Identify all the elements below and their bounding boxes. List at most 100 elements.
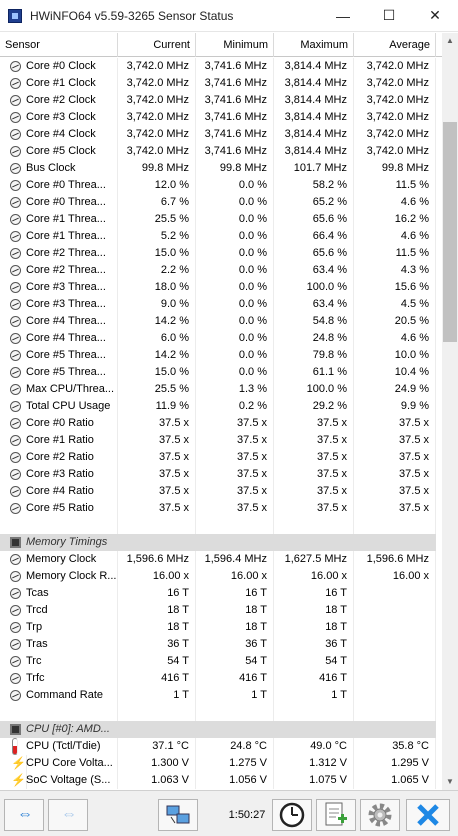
column-maximum[interactable]: Maximum: [274, 33, 354, 57]
scroll-up-arrow-icon[interactable]: ▲: [446, 36, 454, 45]
navigate-arrows-button[interactable]: ⇔: [4, 799, 44, 831]
sensor-row[interactable]: Core #1 Ratio 37.5 x 37.5 x 37.5 x 37.5 x: [0, 432, 436, 449]
group-cpu[interactable]: CPU [#0]: AMD...: [0, 721, 436, 738]
group-memory-timings[interactable]: Memory Timings: [0, 534, 436, 551]
sensor-row[interactable]: Trcd 18 T 18 T 18 T: [0, 602, 436, 619]
minimum-value: 3,741.6 MHz: [196, 126, 274, 143]
current-value: 54 T: [118, 653, 196, 670]
sensor-name: Total CPU Usage: [0, 398, 118, 415]
sensor-row[interactable]: Core #2 Threa... 15.0 % 0.0 % 65.6 % 11.5 %: [0, 245, 436, 262]
close-x-icon: [417, 804, 439, 826]
sensor-row[interactable]: Core #0 Threa... 6.7 % 0.0 % 65.2 % 4.6 %: [0, 194, 436, 211]
sensor-row[interactable]: Core #2 Threa... 2.2 % 0.0 % 63.4 % 4.3 %: [0, 262, 436, 279]
sensor-row[interactable]: Core #1 Threa... 5.2 % 0.0 % 66.4 % 4.6 %: [0, 228, 436, 245]
sensor-row[interactable]: Core #3 Threa... 18.0 % 0.0 % 100.0 % 15.6 %: [0, 279, 436, 296]
sensor-row[interactable]: Core #4 Threa... 6.0 % 0.0 % 24.8 % 4.6 %: [0, 330, 436, 347]
close-sensors-button[interactable]: [406, 799, 450, 831]
sensor-grid[interactable]: Sensor Current Minimum Maximum Average C…: [0, 33, 442, 790]
sensor-row[interactable]: Max CPU/Threa... 25.5 % 1.3 % 100.0 % 24.9 %: [0, 381, 436, 398]
sensor-name: Core #4 Ratio: [0, 483, 118, 500]
sensor-row[interactable]: Memory Clock 1,596.6 MHz 1,596.4 MHz 1,627.…: [0, 551, 436, 568]
sensor-row[interactable]: Core #5 Threa... 14.2 % 0.0 % 79.8 % 10.0 %: [0, 347, 436, 364]
sensor-row[interactable]: Tras 36 T 36 T 36 T: [0, 636, 436, 653]
column-current[interactable]: Current: [118, 33, 196, 57]
maximum-value: 16.00 x: [274, 568, 354, 585]
minimum-value: 18 T: [196, 619, 274, 636]
column-sensor[interactable]: Sensor: [0, 33, 118, 57]
sensor-row[interactable]: Core #1 Clock 3,742.0 MHz 3,741.6 MHz 3,814…: [0, 75, 436, 92]
current-value: 2.2 %: [118, 262, 196, 279]
chip-icon: [10, 724, 21, 735]
gauge-icon: [10, 503, 21, 514]
minimum-value: 0.2 %: [196, 398, 274, 415]
sensor-row[interactable]: Core #5 Ratio 37.5 x 37.5 x 37.5 x 37.5 x: [0, 500, 436, 517]
average-value: 1,596.6 MHz: [354, 551, 436, 568]
average-value: 3,742.0 MHz: [354, 109, 436, 126]
column-minimum[interactable]: Minimum: [196, 33, 274, 57]
average-value: [354, 602, 436, 619]
average-value: 99.8 MHz: [354, 160, 436, 177]
sensor-row[interactable]: Core #3 Clock 3,742.0 MHz 3,741.6 MHz 3,814…: [0, 109, 436, 126]
average-value: 4.6 %: [354, 330, 436, 347]
sensor-row[interactable]: Core #0 Clock 3,742.0 MHz 3,741.6 MHz 3,814…: [0, 58, 436, 75]
sensor-row[interactable]: Core #2 Clock 3,742.0 MHz 3,741.6 MHz 3,814…: [0, 92, 436, 109]
sensor-row[interactable]: Memory Clock R... 16.00 x 16.00 x 16.00 x 16…: [0, 568, 436, 585]
group-title: CPU [#0]: AMD...: [26, 723, 110, 735]
sensor-row[interactable]: Core #4 Threa... 14.2 % 0.0 % 54.8 % 20.5 %: [0, 313, 436, 330]
gauge-icon: [10, 418, 21, 429]
gauge-icon: [10, 452, 21, 463]
sensor-row[interactable]: Core #5 Clock 3,742.0 MHz 3,741.6 MHz 3,814…: [0, 143, 436, 160]
sensor-row[interactable]: Core #4 Ratio 37.5 x 37.5 x 37.5 x 37.5 x: [0, 483, 436, 500]
clock-button[interactable]: [272, 799, 312, 831]
sensor-row[interactable]: Core #0 Threa... 12.0 % 0.0 % 58.2 % 11.5 %: [0, 177, 436, 194]
sensor-row[interactable]: Tcas 16 T 16 T 16 T: [0, 585, 436, 602]
gauge-icon: [10, 554, 21, 565]
gauge-icon: [10, 486, 21, 497]
average-value: 37.5 x: [354, 449, 436, 466]
sensor-row[interactable]: CPU (Tctl/Tdie) 37.1 °C 24.8 °C 49.0 °C 35.8…: [0, 738, 436, 755]
current-value: 416 T: [118, 670, 196, 687]
settings-button[interactable]: [360, 799, 400, 831]
sensor-row[interactable]: Trp 18 T 18 T 18 T: [0, 619, 436, 636]
minimum-value: 0.0 %: [196, 330, 274, 347]
average-value: [354, 687, 436, 704]
sensor-row[interactable]: Bus Clock 99.8 MHz 99.8 MHz 101.7 MHz 99.8 M…: [0, 160, 436, 177]
sensor-row[interactable]: Trc 54 T 54 T 54 T: [0, 653, 436, 670]
current-value: 37.5 x: [118, 449, 196, 466]
current-value: 3,742.0 MHz: [118, 92, 196, 109]
column-average[interactable]: Average: [354, 33, 436, 57]
sensor-row[interactable]: Core #2 Ratio 37.5 x 37.5 x 37.5 x 37.5 x: [0, 449, 436, 466]
close-window-button[interactable]: ✕: [429, 7, 441, 23]
scroll-thumb[interactable]: [443, 122, 457, 342]
minimum-value: 3,741.6 MHz: [196, 75, 274, 92]
gauge-icon: [10, 367, 21, 378]
sensor-row[interactable]: Core #3 Ratio 37.5 x 37.5 x 37.5 x 37.5 x: [0, 466, 436, 483]
sensor-row[interactable]: Core #4 Clock 3,742.0 MHz 3,741.6 MHz 3,814…: [0, 126, 436, 143]
sensor-row[interactable]: Core #0 Ratio 37.5 x 37.5 x 37.5 x 37.5 x: [0, 415, 436, 432]
scroll-down-arrow-icon[interactable]: ▼: [446, 777, 454, 786]
navigate-arrows-disabled-button[interactable]: ⇔: [48, 799, 88, 831]
average-value: 15.6 %: [354, 279, 436, 296]
minimize-button[interactable]: —: [336, 7, 350, 24]
current-value: 1.300 V: [118, 755, 196, 772]
average-value: 37.5 x: [354, 432, 436, 449]
vertical-scrollbar[interactable]: ▲ ▼: [442, 33, 458, 790]
sensor-row[interactable]: Core #1 Threa... 25.5 % 0.0 % 65.6 % 16.2 %: [0, 211, 436, 228]
sensor-row[interactable]: Total CPU Usage 11.9 % 0.2 % 29.2 % 9.9 %: [0, 398, 436, 415]
network-button[interactable]: [158, 799, 198, 831]
average-value: 4.6 %: [354, 228, 436, 245]
elapsed-time: 1:50:27: [228, 809, 266, 821]
maximum-value: 37.5 x: [274, 415, 354, 432]
sensor-row[interactable]: Core #3 Threa... 9.0 % 0.0 % 63.4 % 4.5 %: [0, 296, 436, 313]
current-value: 14.2 %: [118, 313, 196, 330]
maximize-button[interactable]: ☐: [382, 7, 396, 23]
current-value: 9.0 %: [118, 296, 196, 313]
add-report-icon: [325, 802, 347, 826]
sensor-row[interactable]: Core #5 Threa... 15.0 % 0.0 % 61.1 % 10.4 %: [0, 364, 436, 381]
add-report-button[interactable]: [316, 799, 356, 831]
minimum-value: 24.8 °C: [196, 738, 274, 755]
sensor-row[interactable]: Trfc 416 T 416 T 416 T: [0, 670, 436, 687]
